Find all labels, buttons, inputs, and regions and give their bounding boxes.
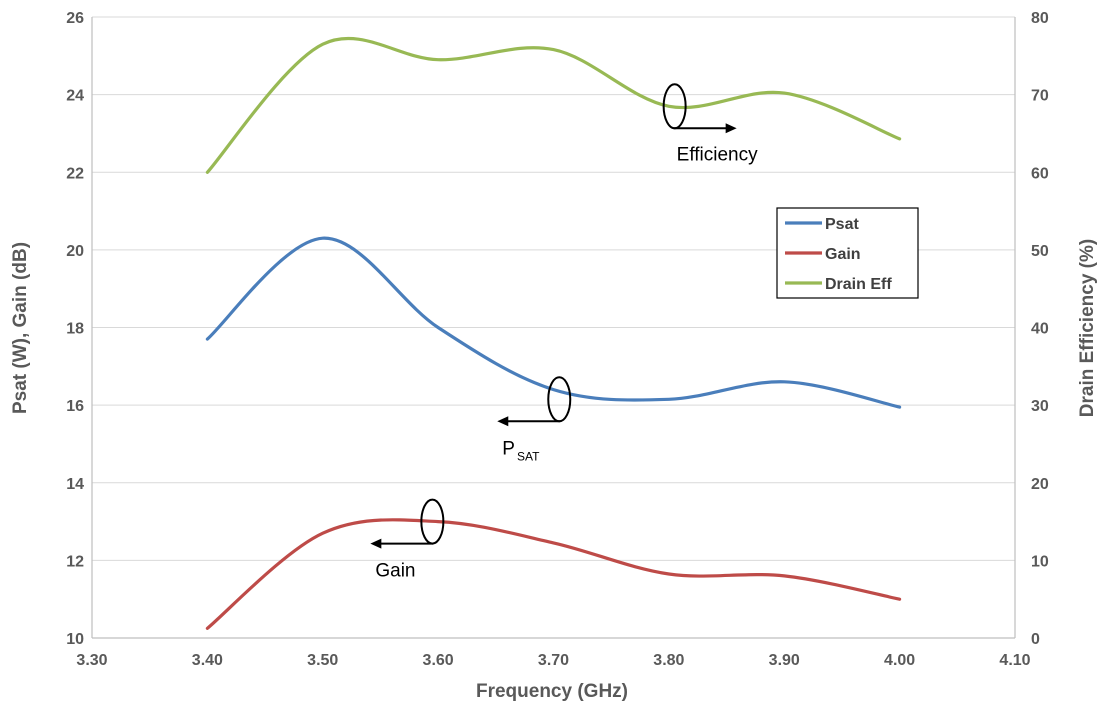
x-tick-label: 4.10 — [999, 652, 1030, 669]
x-tick-label: 3.90 — [769, 652, 800, 669]
y-right-tick-label: 30 — [1031, 398, 1049, 415]
y-right-tick-label: 60 — [1031, 165, 1049, 182]
y-right-tick-label: 40 — [1031, 321, 1049, 338]
y-left-tick-label: 12 — [66, 553, 84, 570]
annotation-label: P SAT — [502, 438, 540, 463]
y-right-tick-label: 20 — [1031, 476, 1049, 493]
x-axis-title: Frequency (GHz) — [476, 681, 628, 702]
series-line-gain — [205, 518, 902, 630]
y-right-tick-label: 50 — [1031, 243, 1049, 260]
series-line-psat — [205, 236, 902, 409]
y-left-tick-label: 22 — [66, 165, 84, 182]
annotation-arrowhead — [370, 538, 382, 549]
annotation-label: Gain — [375, 561, 415, 582]
x-tick-label: 3.30 — [76, 652, 107, 669]
tick-labels: 10 12 14 16 18 20 22 24 26 0 10 20 30 40 50 60 70 80 3.30 3… — [66, 10, 1049, 669]
annotation-subscript: SAT — [517, 449, 540, 463]
annotation-arrowhead — [725, 123, 737, 134]
x-tick-label: 3.50 — [307, 652, 338, 669]
y-left-tick-label: 24 — [66, 88, 84, 105]
x-tick-label: 3.80 — [653, 652, 684, 669]
y-right-tick-label: 10 — [1031, 553, 1049, 570]
gridlines — [92, 16, 1015, 561]
annotation-label: Efficiency — [677, 144, 758, 165]
annotation-marker — [547, 376, 572, 423]
y-right-tick-label: 80 — [1031, 10, 1049, 27]
legend-label-psat: Psat — [825, 216, 859, 233]
y-left-tick-label: 26 — [66, 10, 84, 27]
annotations: Efficiency P SAT Gain — [370, 83, 758, 582]
y-right-tick-label: 0 — [1031, 631, 1040, 648]
y-left-tick-label: 14 — [66, 476, 84, 493]
legend-label-drain-eff: Drain Eff — [825, 276, 892, 293]
y-left-tick-label: 18 — [66, 321, 84, 338]
y-axis-right-title: Drain Efficiency (%) — [1077, 239, 1098, 417]
legend: Psat Gain Drain Eff — [776, 207, 919, 299]
x-tick-label: 3.70 — [538, 652, 569, 669]
x-tick-label: 3.60 — [423, 652, 454, 669]
series-lines — [205, 36, 902, 630]
series-line-drain-eff — [205, 36, 902, 174]
y-left-tick-label: 10 — [66, 631, 84, 648]
axes — [91, 17, 1016, 639]
x-tick-label: 4.00 — [884, 652, 915, 669]
y-left-tick-label: 16 — [66, 398, 84, 415]
annotation-arrowhead — [497, 416, 509, 427]
legend-label-gain: Gain — [825, 246, 861, 263]
y-left-tick-label: 20 — [66, 243, 84, 260]
y-right-tick-label: 70 — [1031, 88, 1049, 105]
y-axis-left-title: Psat (W), Gain (dB) — [10, 242, 31, 414]
x-tick-label: 3.40 — [192, 652, 223, 669]
